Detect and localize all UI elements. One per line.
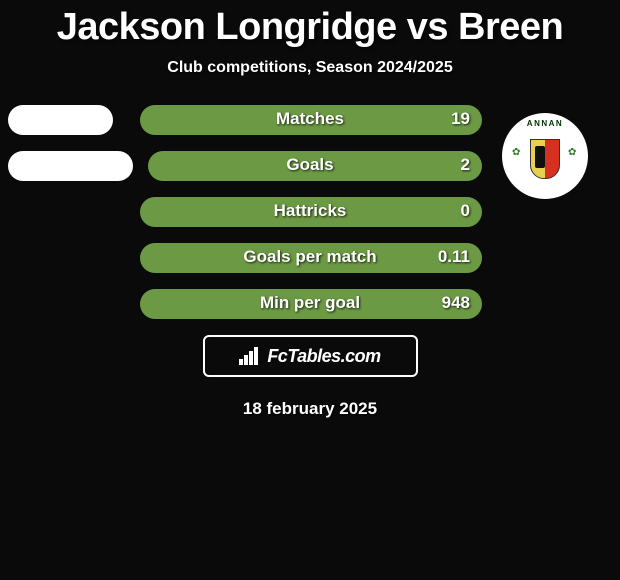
stat-row: Min per goal 948 (0, 289, 620, 319)
stat-value-right: 0.11 (438, 247, 470, 267)
stat-row: Hattricks 0 (0, 197, 620, 227)
stat-label: Matches (276, 109, 344, 129)
page-title: Jackson Longridge vs Breen (0, 0, 620, 49)
bar-chart-icon (239, 347, 261, 365)
stat-row: Goals per match 0.11 (0, 243, 620, 273)
thistle-icon: ✿ (568, 147, 578, 157)
subtitle: Club competitions, Season 2024/2025 (0, 59, 620, 77)
club-logo-right: ANNAN ✿ ✿ (502, 113, 588, 199)
brand-badge: FcTables.com (203, 335, 418, 377)
stat-value-right: 19 (451, 109, 470, 129)
stat-value-right: 948 (442, 293, 470, 313)
bar-left (8, 151, 133, 181)
date-line: 18 february 2025 (0, 399, 620, 419)
thistle-icon: ✿ (512, 147, 522, 157)
club-shield-icon (530, 139, 560, 179)
stat-value-right: 2 (461, 155, 470, 175)
stat-label: Hattricks (274, 201, 347, 221)
stat-label: Goals (286, 155, 333, 175)
stat-label: Goals per match (243, 247, 376, 267)
stat-label: Min per goal (260, 293, 360, 313)
bar-left (8, 105, 113, 135)
club-logo-arc-text: ANNAN (527, 119, 563, 128)
stat-value-right: 0 (461, 201, 470, 221)
comparison-chart: Matches 19 Goals 2 Hattricks 0 Goals per match… (0, 105, 620, 319)
brand-text: FcTables.com (267, 346, 380, 367)
